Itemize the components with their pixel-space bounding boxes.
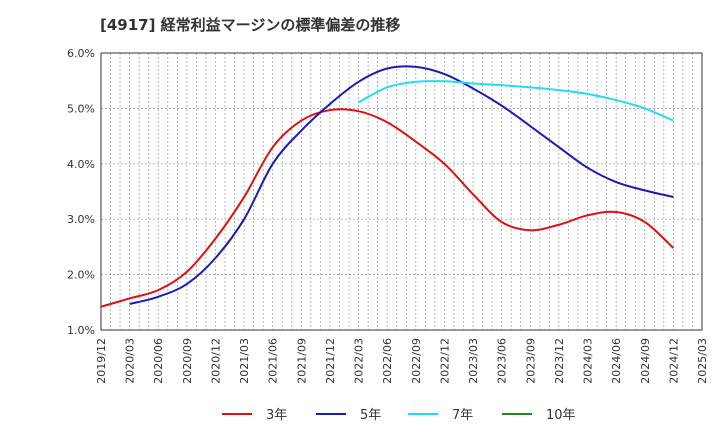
y-tick-label: 4.0%: [67, 158, 95, 171]
grid-lines: [101, 53, 702, 330]
x-tick-label: 2020/12: [209, 338, 222, 384]
plot-frame: [100, 52, 703, 331]
y-tick-label: 6.0%: [67, 47, 95, 60]
series-lines: [100, 65, 675, 308]
x-axis-ticks: 2019/12 2020/03 2020/06 2020/09 2020/12 2021/…: [95, 338, 709, 384]
y-tick-label: 5.0%: [67, 102, 95, 115]
x-tick-label: 2020/09: [181, 338, 194, 384]
legend-label: 10年: [546, 408, 576, 423]
chart-title: [4917] 経常利益マージンの標準偏差の推移: [100, 16, 400, 34]
x-tick-label: 2021/03: [238, 338, 251, 384]
x-tick-label: 2023/06: [496, 338, 509, 384]
x-tick-label: 2024/06: [610, 338, 623, 384]
series-line-3年: [100, 108, 675, 308]
x-tick-label: 2022/09: [410, 338, 423, 384]
y-axis-ticks: 1.0% 2.0% 3.0% 4.0% 5.0% 6.0%: [67, 47, 95, 337]
x-tick-label: 2023/03: [467, 338, 480, 384]
x-tick-label: 2020/06: [152, 338, 165, 384]
y-tick-label: 3.0%: [67, 213, 95, 226]
x-tick-label: 2022/03: [353, 338, 366, 384]
series-line-7年: [358, 80, 674, 122]
x-tick-label: 2022/12: [438, 338, 451, 384]
x-tick-label: 2021/06: [267, 338, 280, 384]
x-tick-label: 2024/03: [582, 338, 595, 384]
y-tick-label: 1.0%: [67, 324, 95, 337]
x-tick-label: 2020/03: [124, 338, 137, 384]
x-tick-label: 2021/09: [295, 338, 308, 384]
x-tick-label: 2023/12: [553, 338, 566, 384]
series-line-5年: [129, 65, 674, 305]
x-tick-label: 2024/12: [667, 338, 680, 384]
x-tick-label: 2022/06: [381, 338, 394, 384]
legend-label: 7年: [452, 408, 473, 423]
x-tick-label: 2019/12: [95, 338, 108, 384]
y-tick-label: 2.0%: [67, 269, 95, 282]
legend-label: 3年: [266, 408, 287, 423]
legend: 3年 5年 7年 10年: [222, 408, 576, 423]
x-tick-label: 2024/09: [639, 338, 652, 384]
x-tick-label: 2025/03: [696, 338, 709, 384]
x-tick-label: 2021/12: [324, 338, 337, 384]
x-tick-label: 2023/09: [524, 338, 537, 384]
legend-label: 5年: [360, 408, 381, 423]
